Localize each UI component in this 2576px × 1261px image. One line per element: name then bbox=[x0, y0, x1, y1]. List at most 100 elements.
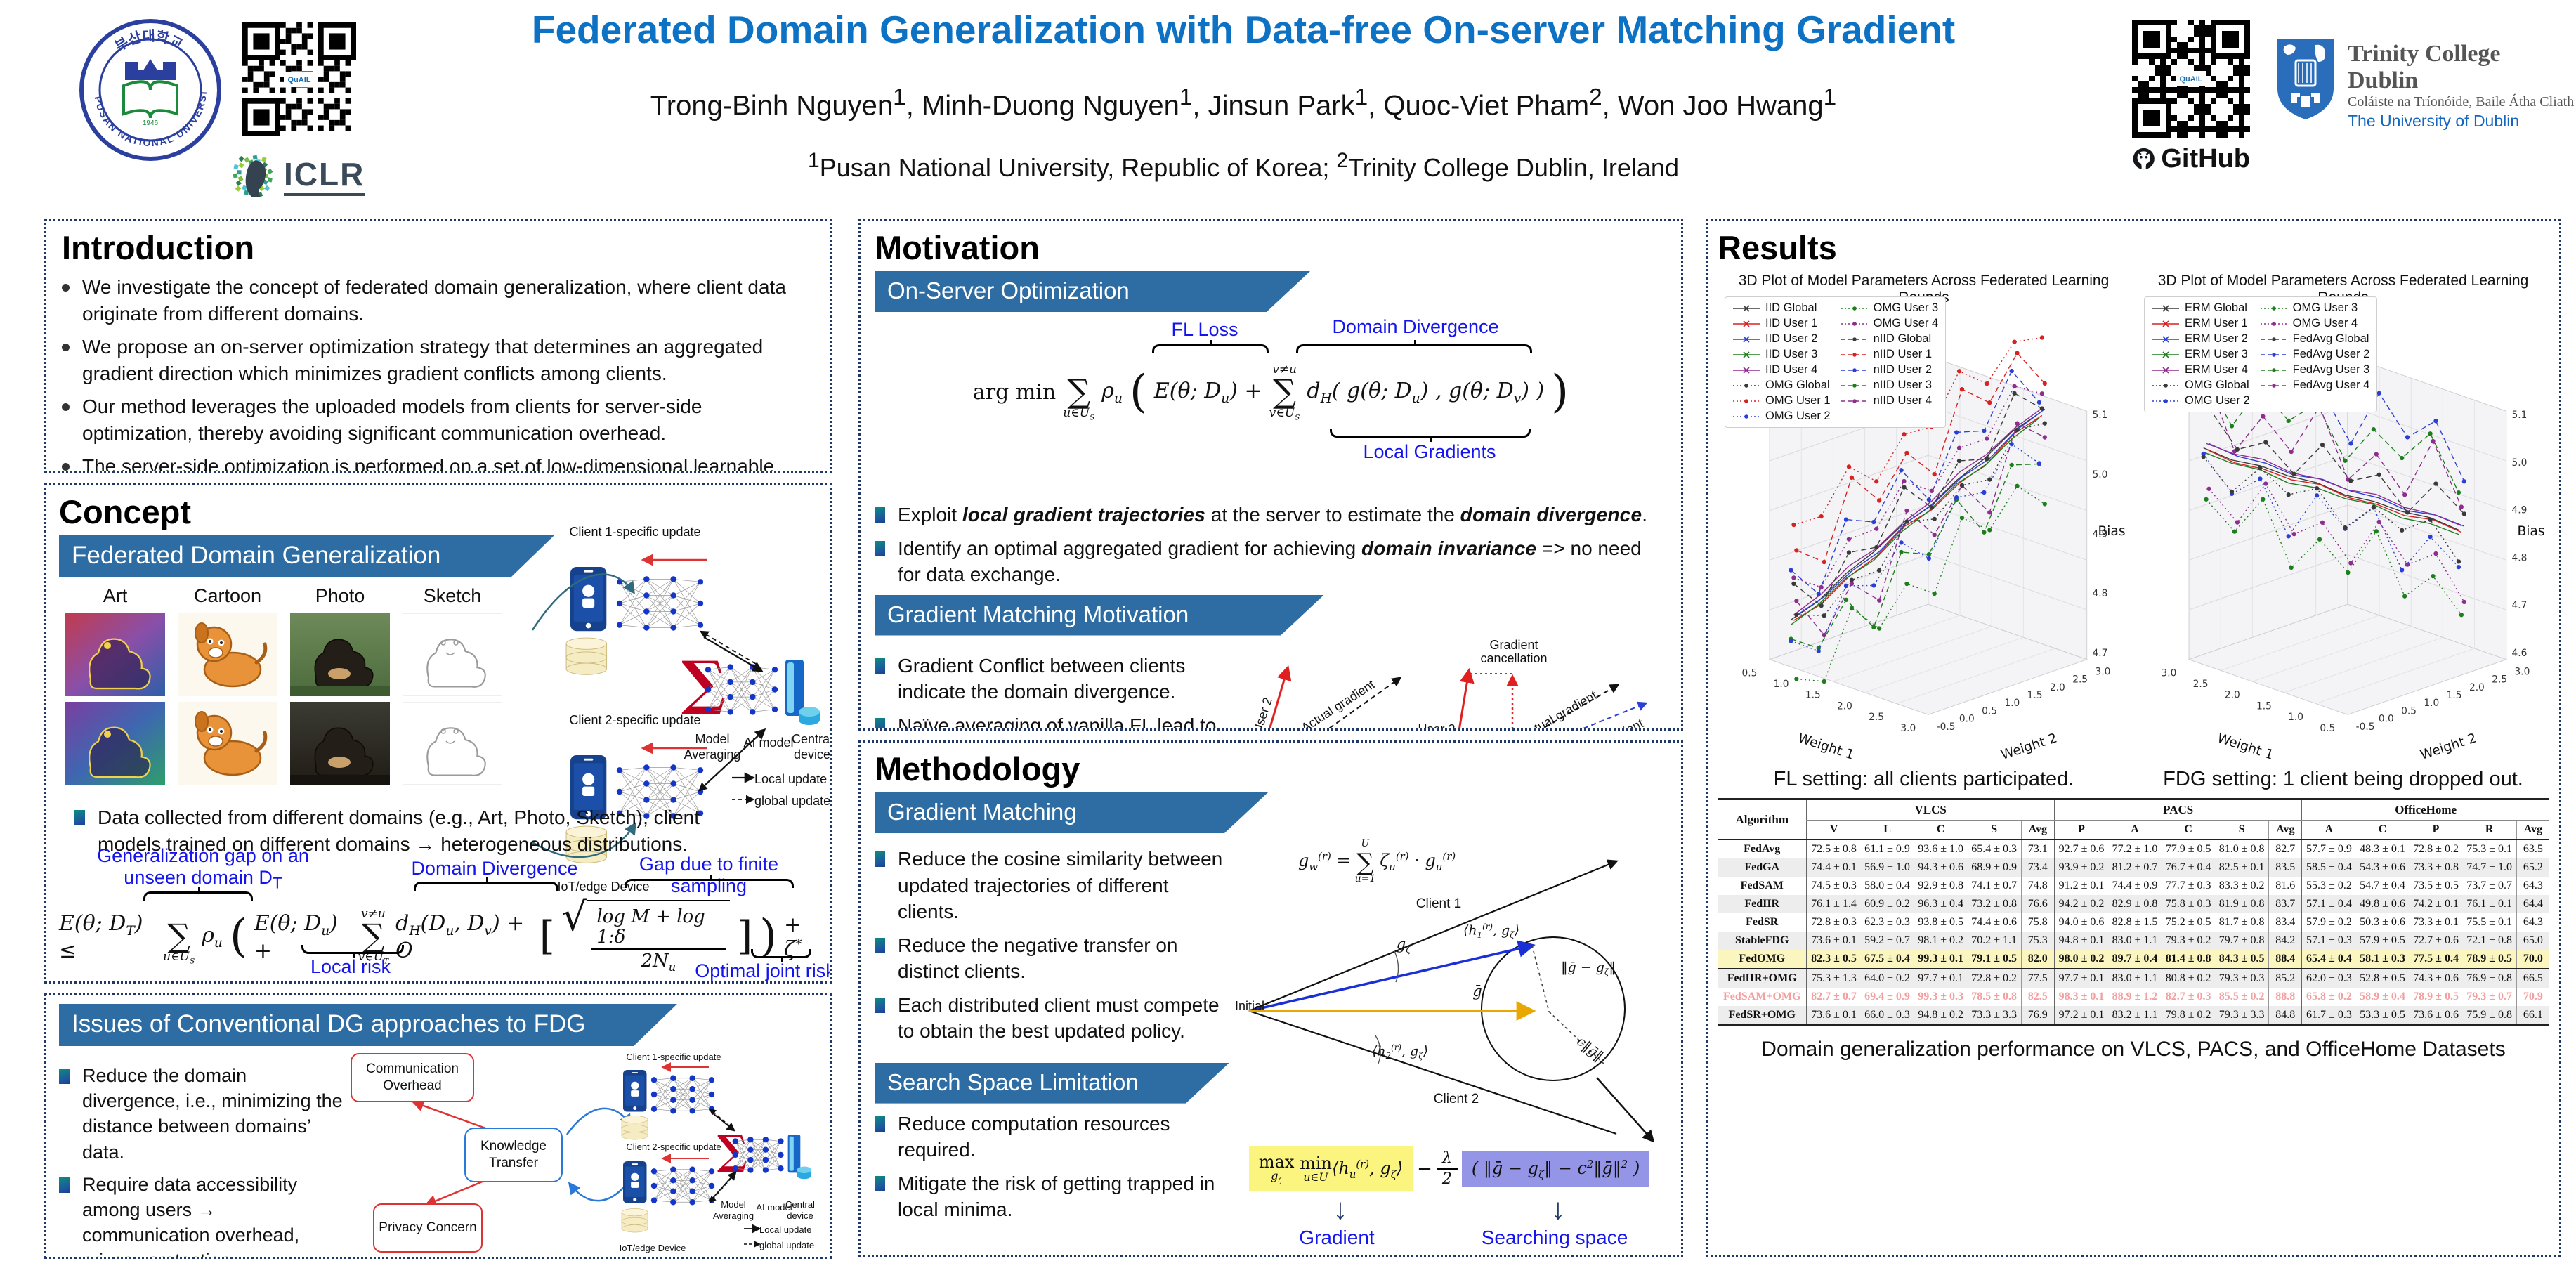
domain-column-header: Avg bbox=[2020, 820, 2055, 839]
gw-formula: gw(r) = U ∑ u=1 ζu(r) · gu(r) bbox=[1298, 838, 1456, 885]
argmin: arg min bbox=[972, 380, 1057, 405]
axis-tick: 4.9 bbox=[2093, 528, 2108, 540]
sqrt-numerator: log M + log 1:δ bbox=[591, 907, 726, 950]
table-cell: 94.8 ± 0.2 bbox=[1918, 1009, 1963, 1021]
model-averaging-label: Model Averaging bbox=[684, 732, 741, 762]
search-limitation-label: Searching space limitation bbox=[1481, 1227, 1628, 1255]
domain-image-sketch bbox=[403, 613, 502, 696]
qr-code-left: QuAIL bbox=[242, 22, 356, 136]
algorithm-name: FedIIR+OMG bbox=[1718, 968, 1807, 988]
legend-swatch-icon bbox=[1733, 320, 1760, 327]
tcd-shield-icon bbox=[2277, 39, 2334, 119]
minus-sign: − bbox=[1417, 1158, 1432, 1180]
legend-item: IID Global bbox=[1732, 301, 1831, 315]
bullet-text: Reduce computation resources required. bbox=[898, 1112, 1170, 1161]
table-cell: 64.4 bbox=[2516, 895, 2549, 913]
table-cell: 83.0 ± 1.1 bbox=[2112, 934, 2158, 946]
table-cell: 72.8 ± 0.3 bbox=[1806, 913, 1861, 932]
table-cell: 73.3 ± 0.1 bbox=[2413, 916, 2459, 928]
table-cell: 75.3 ± 0.1 bbox=[2466, 843, 2513, 855]
axis-tick: 0.5 bbox=[2401, 705, 2417, 717]
tcd-university: The University of Dublin bbox=[2348, 112, 2520, 130]
table-cell: 83.5 bbox=[2268, 858, 2302, 877]
table-cell: 72.8 ± 0.2 bbox=[2413, 843, 2459, 855]
client2-label: Client 2 bbox=[1433, 1092, 1479, 1106]
pnu-year: 1946 bbox=[143, 119, 159, 127]
axis-tick: 2.5 bbox=[2193, 679, 2209, 690]
axis-tick: 4.9 bbox=[2512, 505, 2528, 516]
table-cell: 72.5 ± 0.8 bbox=[1806, 839, 1861, 858]
table-cell: 84.8 bbox=[2268, 1006, 2302, 1026]
z-axis-label: Bias bbox=[2517, 524, 2544, 539]
table-cell: 74.5 ± 0.3 bbox=[1806, 877, 1861, 895]
axis-tick: 4.6 bbox=[2512, 648, 2528, 659]
legend-label: OMG User 4 bbox=[2292, 317, 2358, 329]
issues-bullets: Reduce the domain divergence, i.e., mini… bbox=[59, 1056, 344, 1257]
axis-tick: 4.8 bbox=[2093, 588, 2108, 599]
axis-tick: 1.5 bbox=[1805, 690, 1821, 701]
domain-image-cartoon bbox=[178, 702, 277, 785]
table-cell: 59.2 ± 0.7 bbox=[1864, 934, 1910, 946]
g-zeta-label: gζ bbox=[1396, 936, 1411, 956]
legend-swatch-icon bbox=[1733, 366, 1760, 374]
table-cell: 93.6 ± 1.0 bbox=[1918, 843, 1963, 855]
legend-label: nIID User 2 bbox=[1873, 363, 1933, 376]
table-cell: 65.4 ± 0.4 bbox=[2301, 950, 2356, 969]
table-cell: 74.8 bbox=[2020, 877, 2055, 895]
fl-loss-annotation: FL Loss bbox=[1171, 319, 1238, 340]
table-cell: 72.7 ± 0.6 bbox=[2413, 934, 2459, 946]
3d-plot: 3.0 2.5 2.0 1.5 1.0 0.5 -0.5 0.0 0.5 1.0 1.5 2.0 2.5… bbox=[2162, 351, 2545, 763]
table-cell: 58.1 ± 0.3 bbox=[2355, 950, 2410, 969]
table-cell: 52.8 ± 0.5 bbox=[2355, 968, 2410, 988]
bullet-icon bbox=[875, 1175, 885, 1191]
table-cell: 88.8 bbox=[2268, 988, 2302, 1006]
domain-div-brace bbox=[1296, 340, 1532, 353]
table-row-StableFDG: StableFDG 73.6 ± 0.1 59.2 ± 0.7 98.1 ± 0.2 7… bbox=[1718, 932, 2549, 950]
domain-label-photo: Photo bbox=[315, 585, 365, 606]
table-cell: 57.9 ± 0.5 bbox=[2360, 934, 2405, 946]
table-cell: 62.3 ± 0.3 bbox=[1864, 916, 1910, 928]
table-cell: 68.9 ± 0.9 bbox=[1971, 861, 2018, 873]
table-cell: 93.9 ± 0.2 bbox=[2053, 858, 2108, 877]
table-cell: 57.9 ± 0.2 bbox=[2301, 913, 2356, 932]
gw-lhs: gw(r) = bbox=[1298, 849, 1351, 873]
table-cell: 55.3 ± 0.2 bbox=[2301, 877, 2356, 895]
bullet-icon bbox=[875, 851, 885, 867]
table-caption: Domain generalization performance on VLC… bbox=[1761, 1038, 2506, 1061]
axis-tick: 1.5 bbox=[2256, 700, 2272, 712]
algorithm-name: FedSR bbox=[1746, 916, 1779, 928]
opt-joint-brace bbox=[751, 949, 811, 962]
legend-label: nIID Global bbox=[1873, 332, 1932, 345]
domain-label-art: Art bbox=[103, 585, 128, 606]
table-cell: 83.7 bbox=[2268, 895, 2302, 913]
legend-label: ERM User 2 bbox=[2185, 332, 2248, 345]
table-cell: 78.5 ± 0.8 bbox=[1971, 991, 2018, 1002]
domain-column-header: C bbox=[1936, 823, 1945, 835]
legend-item: OMG User 4 bbox=[1841, 317, 1938, 330]
gw-sum-sub: u=1 bbox=[1354, 873, 1376, 885]
bullet-text: Reduce the cosine similarity between upd… bbox=[898, 848, 1223, 923]
issues-bullet: Reduce the domain divergence, i.e., mini… bbox=[59, 1063, 344, 1165]
legend-label: IID Global bbox=[1765, 301, 1817, 314]
pnu-logo: PUSAN NATIONAL UNIVERSITY부산대학교1946 bbox=[79, 18, 221, 161]
domain-column-header: A bbox=[2301, 820, 2356, 839]
g-bar-label: ḡ bbox=[1472, 983, 1482, 1000]
gw-sum-sup: U bbox=[1361, 838, 1370, 849]
formula-lhs: E(θ; DT) ≤ bbox=[59, 910, 143, 963]
gradient-matching-motivation-banner: Gradient Matching Motivation bbox=[875, 595, 1324, 636]
gradient-matching-bullet: Reduce the negative transfer on distinct… bbox=[875, 932, 1231, 985]
table-cell: 77.5 ± 0.4 bbox=[2409, 950, 2463, 969]
divergence-term: dH( g(θ; Du) , g(θ; Dv) ) bbox=[1307, 379, 1545, 407]
sum-sub: u∈US bbox=[163, 950, 195, 966]
table-cell: 75.2 ± 0.5 bbox=[2165, 916, 2211, 928]
domain-label-cartoon: Cartoon bbox=[193, 585, 262, 606]
axis-tick: 4.8 bbox=[2512, 552, 2528, 563]
gradient-matching-bullet: Each distributed client must compete to … bbox=[875, 992, 1231, 1045]
issues-section: Issues of Conventional DG approaches to … bbox=[44, 993, 832, 1259]
legend-swatch-icon bbox=[1733, 351, 1760, 358]
domain-div-brace bbox=[414, 877, 558, 891]
github-badge: GitHub bbox=[2132, 143, 2250, 174]
global-update-label: global update bbox=[754, 794, 831, 808]
lambda: λ bbox=[1436, 1149, 1458, 1170]
table-cell: 60.9 ± 0.2 bbox=[1864, 898, 1910, 910]
